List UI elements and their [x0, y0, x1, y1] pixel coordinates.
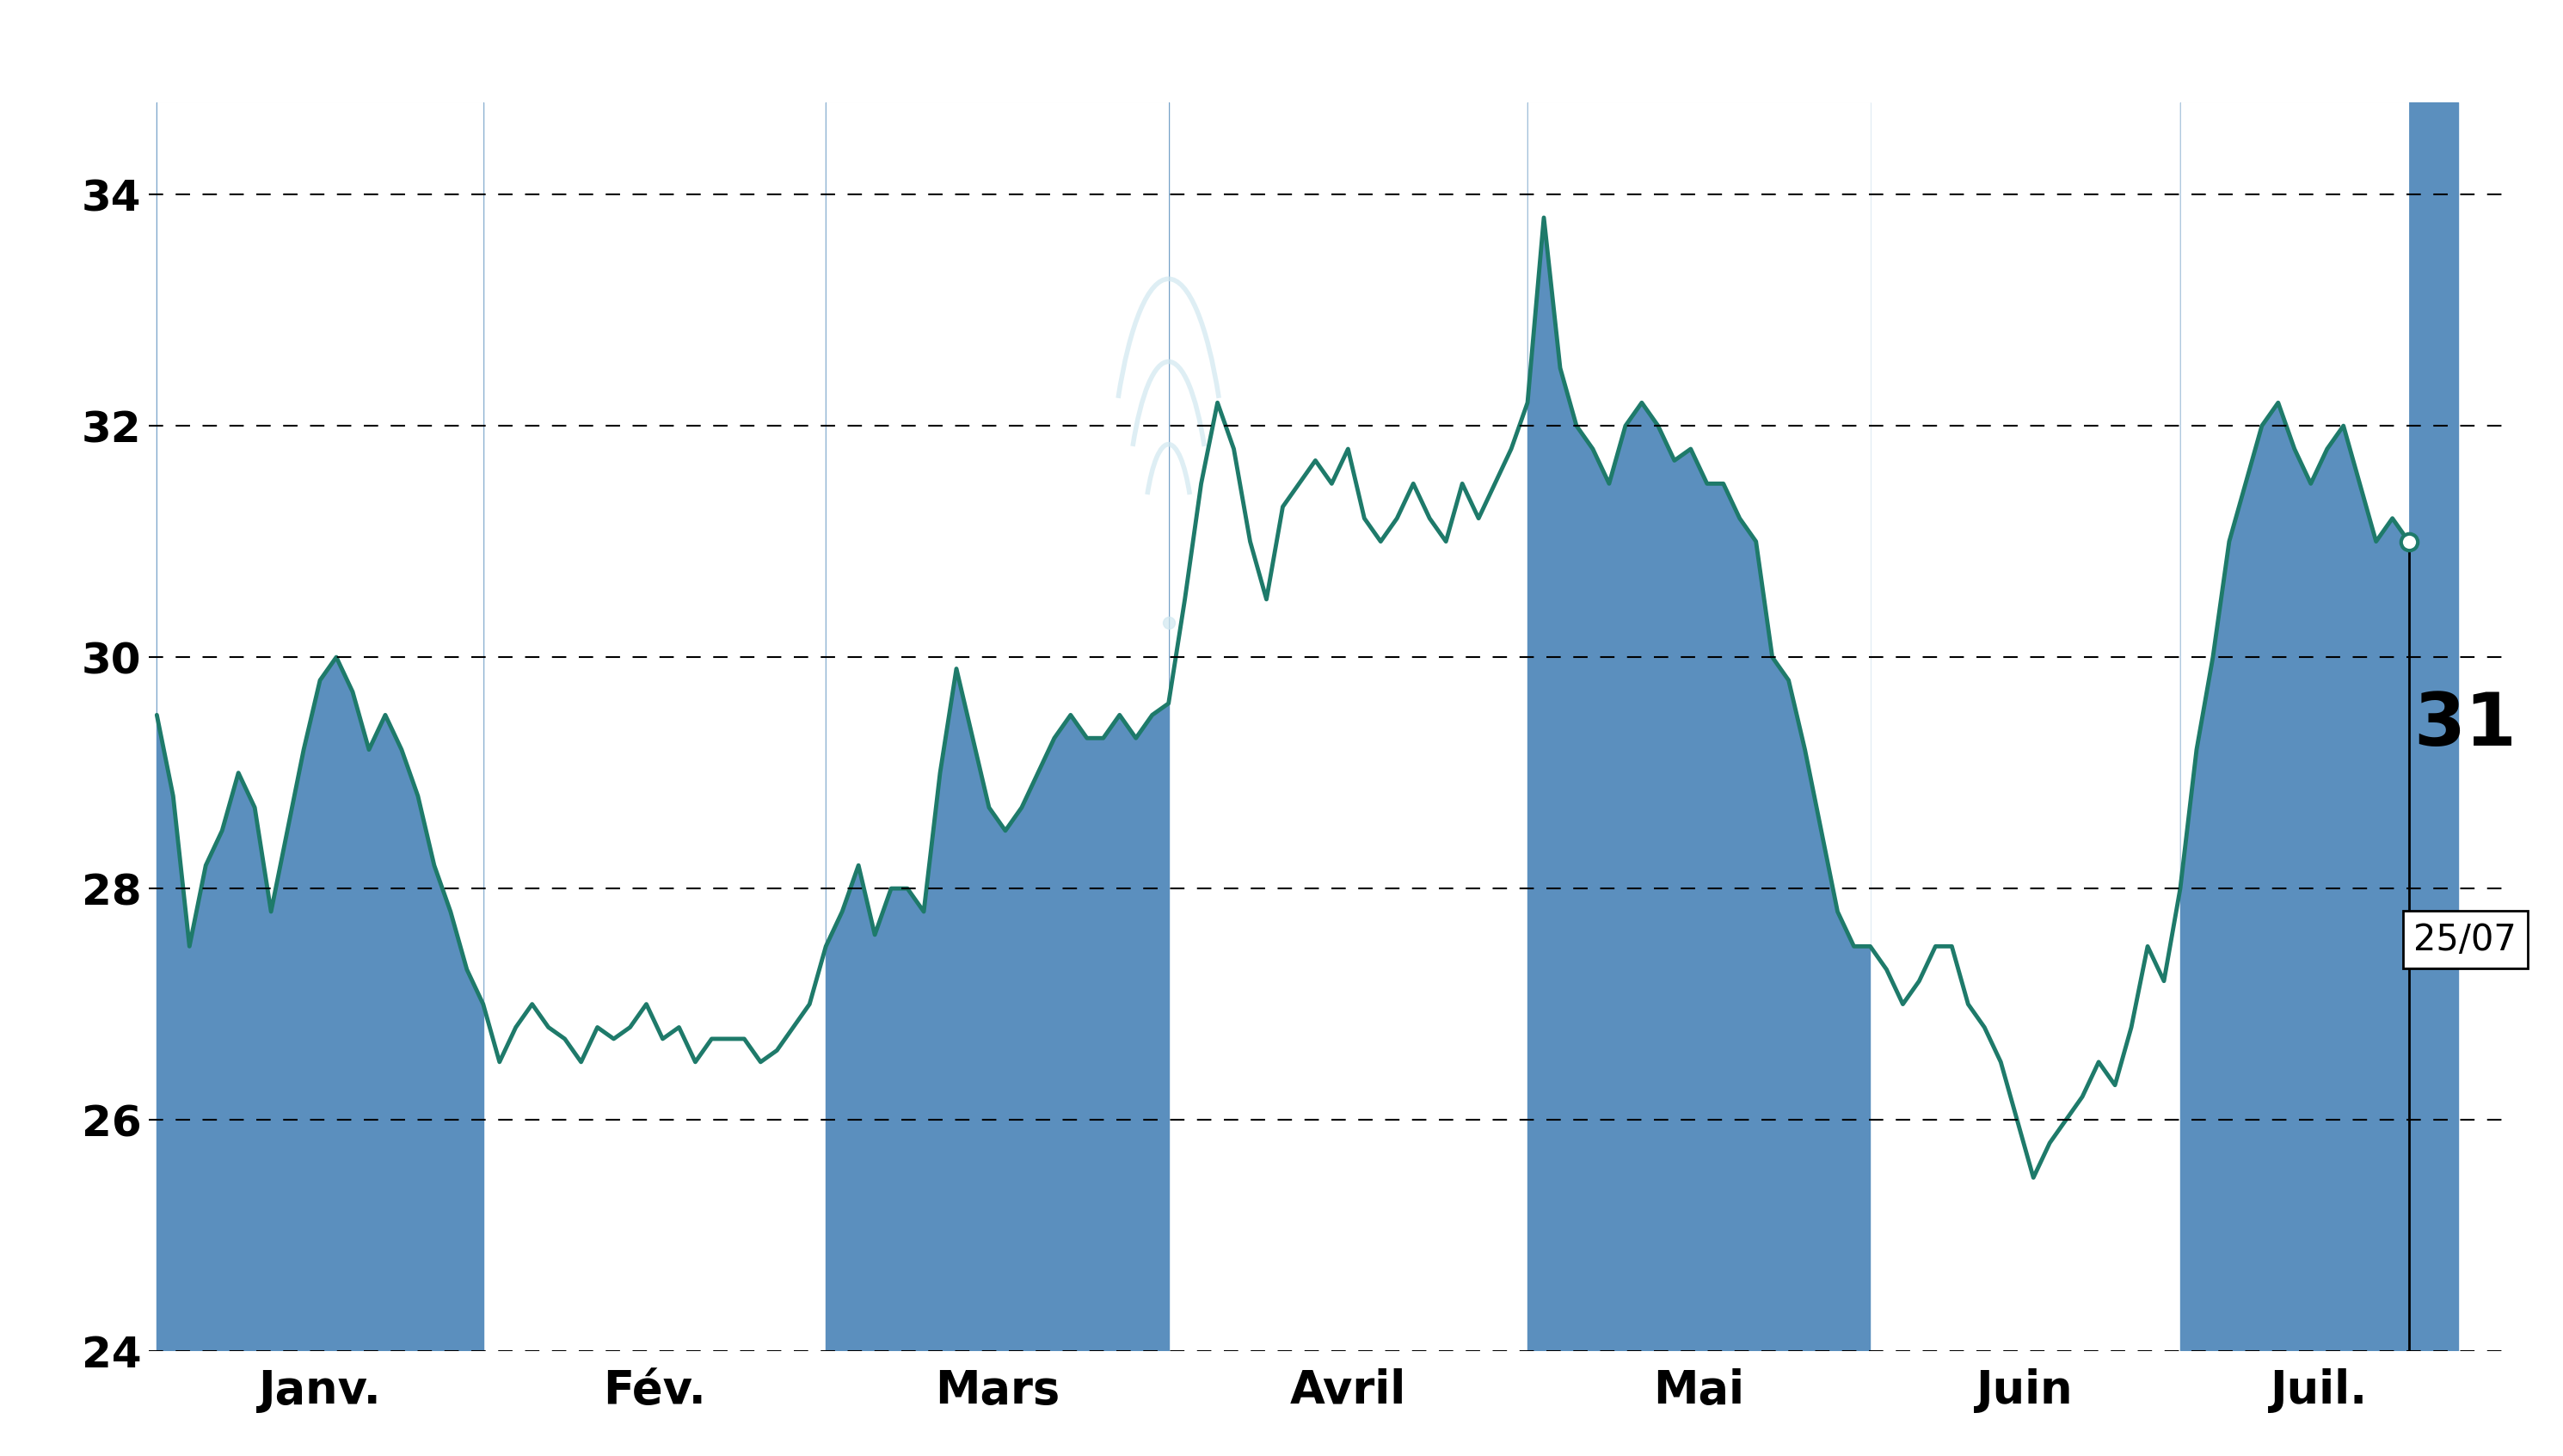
Bar	[825, 102, 1169, 1351]
Text: 25/07: 25/07	[2414, 922, 2517, 958]
Text: 31: 31	[2414, 690, 2517, 761]
Bar	[1528, 102, 1871, 1351]
Text: KAUFMAN ET BROAD: KAUFMAN ET BROAD	[713, 28, 1850, 122]
Bar	[2181, 102, 2458, 1351]
Bar	[156, 102, 484, 1351]
